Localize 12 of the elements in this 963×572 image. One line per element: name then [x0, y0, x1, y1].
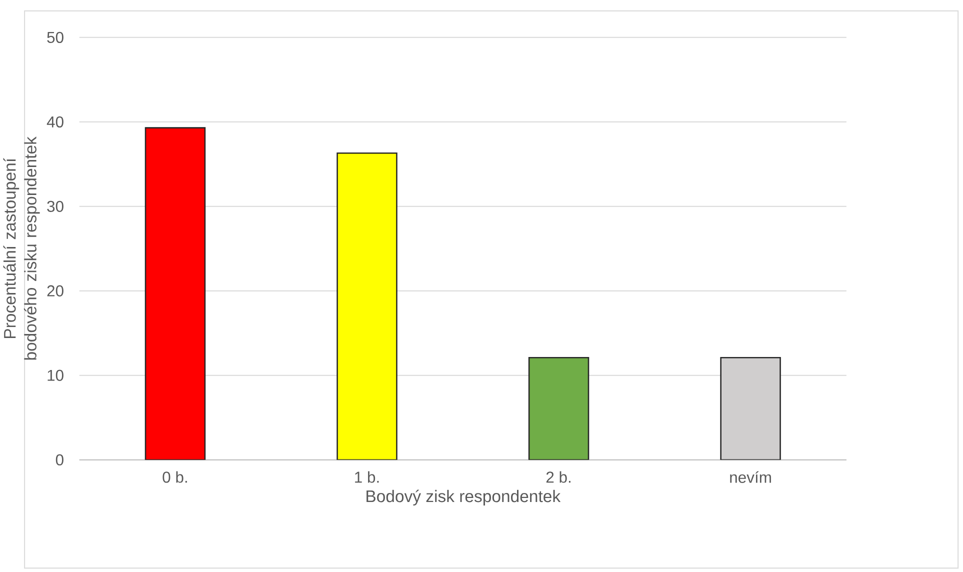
y-axis-title: Procentuální zastoupení bodového zisku respondentek: [3, 136, 40, 360]
x-tick-label: nevím: [730, 471, 771, 483]
y-tick-label: 20: [47, 285, 64, 296]
x-tick-label: 2 b.: [546, 471, 570, 483]
x-axis-title: Bodový zisk respondentek: [366, 490, 561, 506]
x-tick-label: 1 b.: [355, 471, 379, 483]
x-tick-label: 0 b.: [162, 471, 187, 483]
y-tick-label: 0: [56, 454, 64, 466]
y-tick-label: 50: [47, 32, 64, 43]
y-tick-label: 30: [47, 200, 64, 212]
y-tick-label: 10: [48, 370, 64, 381]
y-tick-label: 40: [46, 116, 64, 128]
